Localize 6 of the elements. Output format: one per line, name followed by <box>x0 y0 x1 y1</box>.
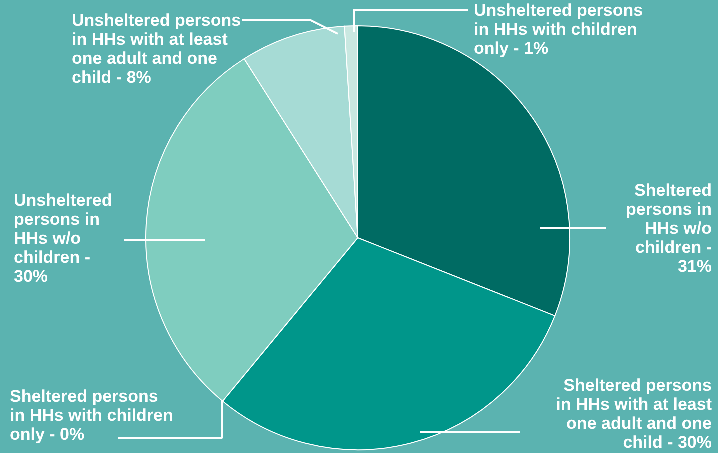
slice-label: Unsheltered persons in HHs with at least one adult and one child - 8% <box>72 11 242 87</box>
slice-label: Unsheltered persons in HHs with children only - 1% <box>474 1 644 58</box>
slice-label: Unsheltered persons in HHs w/o children - 30% <box>14 191 112 286</box>
slice-label: Sheltered persons in HHs w/o children - 31% <box>626 181 712 276</box>
slice-label: Sheltered persons in HHs with at least one adult and one child - 30% <box>556 376 712 452</box>
category-label: Sheltered persons in HHs with children only - 0% <box>10 387 174 444</box>
